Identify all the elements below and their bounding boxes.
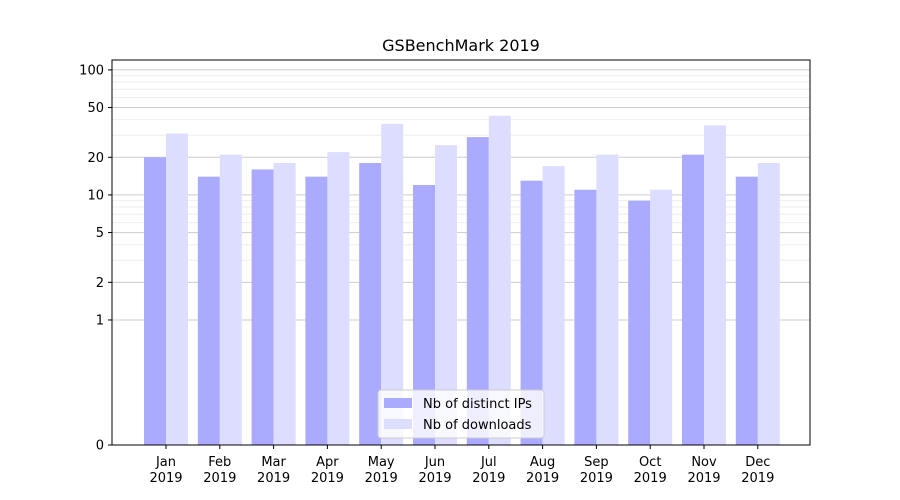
y-tick-label: 0 — [96, 439, 104, 454]
bar-downloads — [596, 154, 619, 446]
bar-distinct-ips — [144, 157, 166, 445]
y-tick-label: 20 — [87, 151, 104, 166]
x-tick-label-year: 2019 — [311, 471, 344, 486]
bar-distinct-ips — [251, 169, 274, 445]
y-tick-label: 10 — [87, 188, 104, 203]
bar-distinct-ips — [359, 163, 382, 445]
legend-swatch — [384, 398, 412, 408]
legend-label: Nb of distinct IPs — [423, 397, 532, 412]
x-tick-label-year: 2019 — [687, 471, 720, 486]
x-tick-label-month: Sep — [584, 455, 609, 470]
legend-swatch — [384, 419, 412, 429]
x-tick-label-month: Dec — [745, 455, 770, 470]
bar-downloads — [542, 166, 565, 445]
x-tick-label-year: 2019 — [257, 471, 290, 486]
x-tick-label-year: 2019 — [149, 471, 182, 486]
x-tick-label-month: May — [368, 455, 395, 470]
x-tick-label-month: Jan — [155, 455, 176, 470]
legend-box — [377, 389, 545, 439]
bar-downloads — [219, 154, 242, 446]
bar-distinct-ips — [735, 176, 758, 445]
x-tick-label-month: Jul — [480, 455, 497, 470]
bar-distinct-ips — [466, 137, 489, 445]
bar-downloads — [650, 189, 673, 445]
bar-distinct-ips — [197, 176, 220, 445]
bar-downloads — [435, 145, 457, 445]
y-tick-label: 50 — [87, 101, 104, 116]
x-tick-label-year: 2019 — [365, 471, 398, 486]
x-axis: Jan2019Feb2019Mar2019Apr2019May2019Jun20… — [149, 445, 774, 486]
legend-label: Nb of downloads — [423, 418, 532, 433]
y-tick-label: 100 — [79, 63, 104, 78]
bar-distinct-ips — [413, 185, 435, 445]
x-tick-label-month: Aug — [530, 455, 555, 470]
bar-distinct-ips — [628, 200, 651, 445]
bar-distinct-ips — [520, 180, 543, 445]
y-tick-label: 1 — [96, 313, 104, 328]
x-tick-label-month: Jun — [424, 455, 445, 470]
bar-distinct-ips — [682, 154, 704, 446]
chart-title: GSBenchMark 2019 — [382, 36, 540, 55]
x-tick-label-year: 2019 — [526, 471, 559, 486]
x-tick-label-year: 2019 — [472, 471, 505, 486]
x-tick-label-month: Apr — [316, 455, 339, 470]
x-tick-label-month: Mar — [261, 455, 286, 470]
bar-distinct-ips — [574, 189, 597, 445]
bar-downloads — [327, 152, 350, 445]
bar-distinct-ips — [305, 176, 328, 445]
bar-downloads — [273, 163, 296, 445]
x-tick-label-year: 2019 — [203, 471, 236, 486]
x-tick-label-month: Nov — [691, 455, 717, 470]
x-tick-label-year: 2019 — [741, 471, 774, 486]
x-tick-label-year: 2019 — [634, 471, 667, 486]
bar-downloads — [381, 123, 404, 445]
y-axis: 0 1 2 5 10 20 50 100 — [79, 63, 112, 454]
x-tick-label-year: 2019 — [418, 471, 451, 486]
bar-downloads — [488, 115, 511, 445]
y-tick-label: 2 — [96, 276, 104, 291]
legend: Nb of distinct IPs Nb of downloads — [377, 389, 545, 439]
plot-frame — [111, 59, 811, 446]
x-tick-label-month: Oct — [639, 455, 661, 470]
x-tick-label-year: 2019 — [580, 471, 613, 486]
bar-downloads — [757, 163, 780, 445]
x-tick-label-month: Feb — [208, 455, 231, 470]
bar-downloads — [704, 125, 726, 445]
y-tick-label: 5 — [96, 226, 104, 241]
bars — [144, 115, 780, 446]
bar-downloads — [166, 133, 188, 445]
